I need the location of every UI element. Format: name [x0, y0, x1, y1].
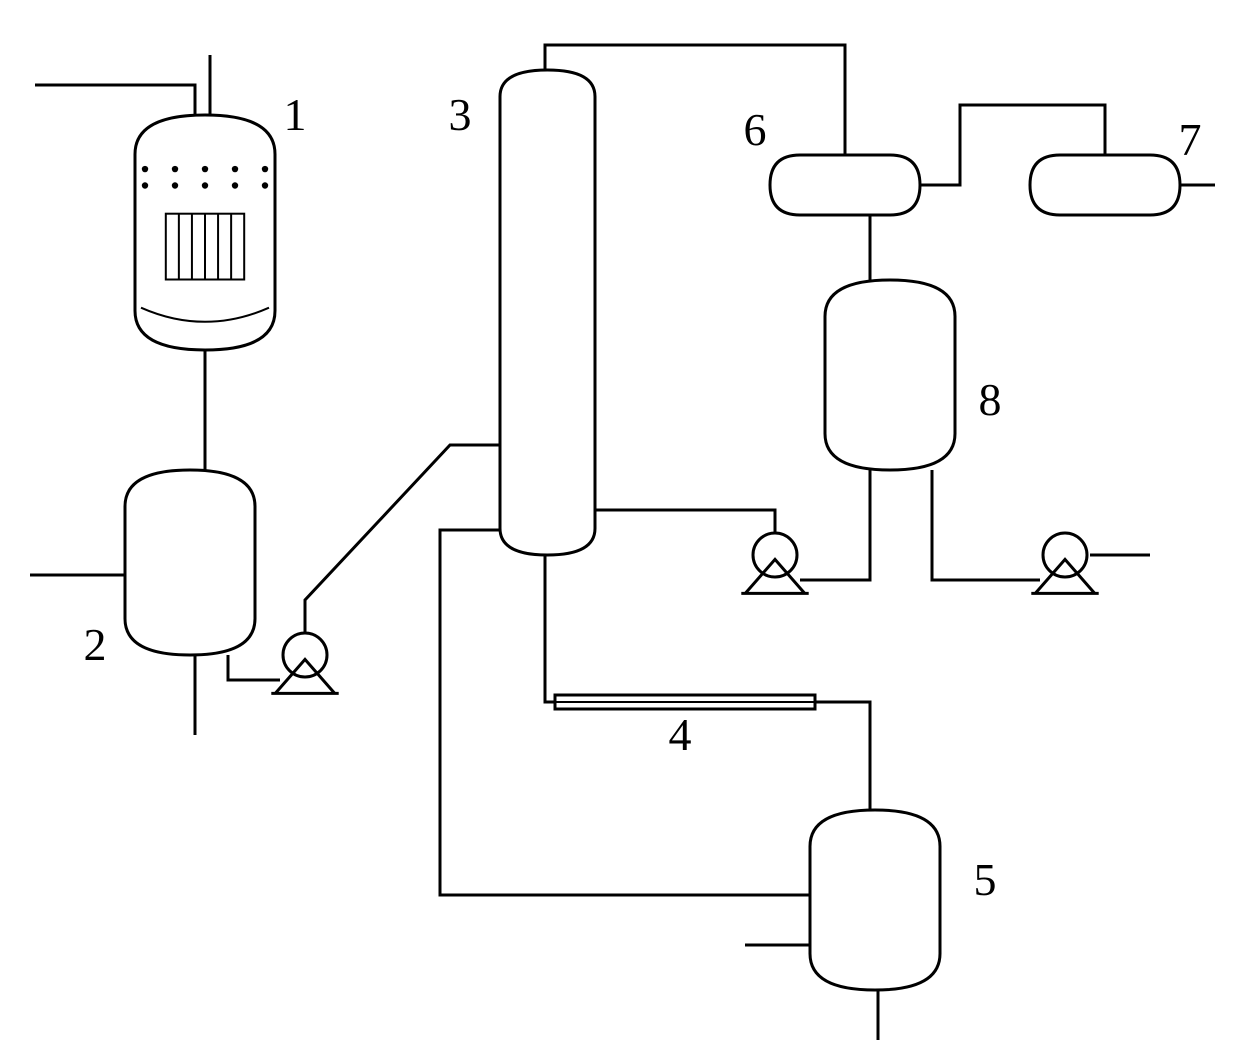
- label-5: 5: [974, 854, 997, 905]
- drum-6: [770, 155, 920, 215]
- pipe-e-in1-top: [35, 85, 195, 115]
- pipe-e-4-5: [815, 702, 870, 810]
- pipe-e-P2-3mid: [595, 510, 775, 533]
- label-7: 7: [1179, 114, 1202, 165]
- pump-P2: [753, 533, 797, 577]
- tank-5: [810, 810, 940, 990]
- label-1: 1: [284, 89, 307, 140]
- label-8: 8: [979, 374, 1002, 425]
- tank-2: [125, 470, 255, 655]
- pump-P3: [1043, 533, 1087, 577]
- label-2: 2: [84, 619, 107, 670]
- pump-P1: [283, 633, 327, 677]
- pipe-e-8-P2: [800, 470, 870, 580]
- pipe-e-P1-3: [305, 445, 500, 633]
- tank-8: [825, 280, 955, 470]
- process-flow-diagram: 1 2 3 4 5 6 7 8: [0, 0, 1240, 1060]
- drum-7: [1030, 155, 1180, 215]
- label-4: 4: [669, 709, 692, 760]
- pipe-e-3-bot-4: [545, 555, 555, 702]
- pipe-e-8-P3: [932, 470, 1040, 580]
- tank-3: [500, 70, 595, 555]
- label-3: 3: [449, 89, 472, 140]
- label-6: 6: [744, 104, 767, 155]
- pipe-e-2-P1: [228, 655, 280, 680]
